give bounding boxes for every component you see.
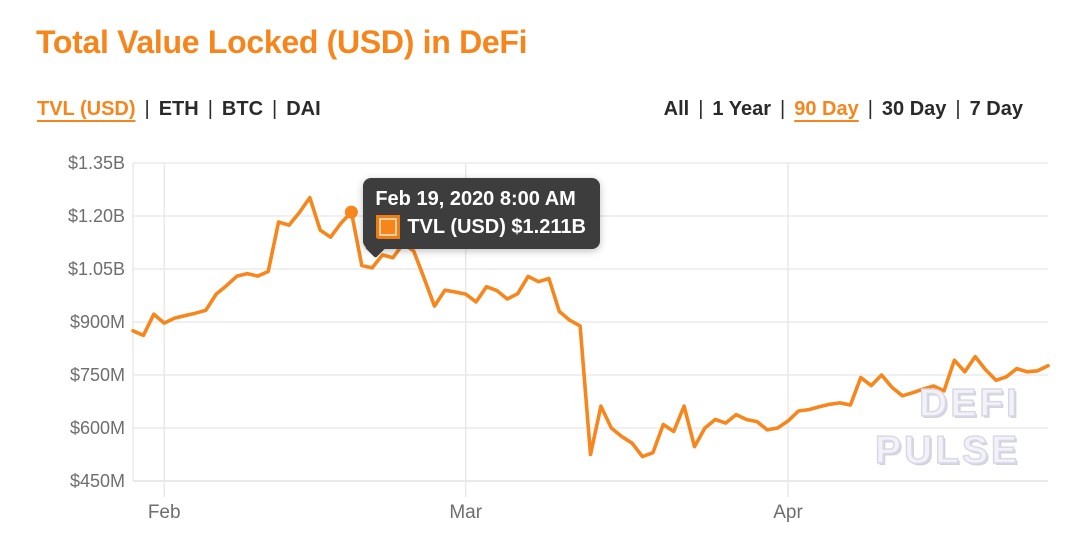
tooltip: Feb 19, 2020 8:00 AM TVL (USD) $1.211B xyxy=(363,178,600,259)
metric-tab-btc[interactable]: BTC xyxy=(221,98,264,120)
watermark-line2: PULSE xyxy=(874,428,1020,473)
range-tab-all[interactable]: All xyxy=(663,98,690,120)
metric-tab-dai[interactable]: DAI xyxy=(286,98,321,120)
y-tick-label: $450M xyxy=(69,471,125,491)
nav-separator: | xyxy=(698,98,704,120)
tooltip-series-row: TVL (USD) $1.211B xyxy=(375,214,586,240)
range-tab-90-day[interactable]: 90 Day xyxy=(794,98,859,120)
tvl-line-series xyxy=(131,195,1050,459)
metric-tab-tvl-usd-[interactable]: TVL (USD) xyxy=(37,98,136,120)
nav-separator: | xyxy=(867,98,873,120)
y-tick-label: $900M xyxy=(69,312,125,332)
tooltip-series-label: TVL (USD) xyxy=(407,216,506,239)
x-tick-label: Apr xyxy=(773,502,803,523)
watermark-line1: DEFI xyxy=(918,381,1020,426)
y-tick-label: $1.35B xyxy=(67,153,125,173)
x-tick-label: Mar xyxy=(449,502,483,523)
metric-tab-eth[interactable]: ETH xyxy=(158,98,199,120)
nav-separator: | xyxy=(207,98,213,120)
x-tick-label: Feb xyxy=(147,502,181,523)
nav-separator: | xyxy=(272,98,278,120)
y-tick-label: $1.20B xyxy=(67,206,125,226)
y-tick-label: $750M xyxy=(69,365,125,385)
y-tick-label: $1.05B xyxy=(67,259,125,279)
tooltip-date: Feb 19, 2020 8:00 AM xyxy=(375,188,576,211)
series-swatch-icon xyxy=(379,218,398,237)
tooltip-value: $1.211B xyxy=(505,216,586,239)
range-nav: All | 1 Year | 90 Day | 30 Day | 7 Day xyxy=(664,98,1023,121)
nav-separator: | xyxy=(955,98,961,120)
nav-separator: | xyxy=(780,98,786,120)
page-title: Total Value Locked (USD) in DeFi xyxy=(36,24,528,60)
y-tick-label: $600M xyxy=(69,418,125,438)
metric-nav: TVL (USD) | ETH | BTC | DAI xyxy=(37,98,321,121)
nav-separator: | xyxy=(144,98,150,120)
range-tab-30-day[interactable]: 30 Day xyxy=(881,98,947,120)
range-tab-7-day[interactable]: 7 Day xyxy=(969,98,1023,120)
highlighted-point xyxy=(344,205,358,219)
range-tab-1-year[interactable]: 1 Year xyxy=(712,98,772,120)
defi-pulse-watermark: DEFI PULSE xyxy=(874,380,1020,474)
